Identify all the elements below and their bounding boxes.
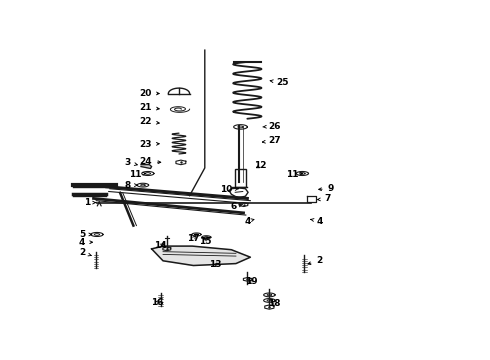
Text: 6: 6 bbox=[231, 202, 243, 211]
Text: 11: 11 bbox=[286, 170, 302, 179]
Text: 12: 12 bbox=[254, 161, 267, 170]
Text: 14: 14 bbox=[154, 241, 167, 250]
Text: 2: 2 bbox=[79, 248, 91, 257]
Text: 8: 8 bbox=[124, 181, 137, 190]
Text: 17: 17 bbox=[187, 234, 200, 243]
Text: 26: 26 bbox=[263, 122, 281, 131]
Text: 1: 1 bbox=[84, 198, 96, 207]
Text: 10: 10 bbox=[220, 185, 238, 194]
Text: 16: 16 bbox=[151, 298, 163, 307]
Text: 21: 21 bbox=[139, 103, 159, 112]
Text: 3: 3 bbox=[124, 158, 137, 167]
Text: 27: 27 bbox=[262, 136, 281, 145]
Text: 20: 20 bbox=[139, 89, 159, 98]
Text: 4: 4 bbox=[311, 217, 323, 226]
Text: 13: 13 bbox=[209, 261, 221, 269]
Text: 11: 11 bbox=[129, 170, 146, 179]
Polygon shape bbox=[141, 165, 151, 168]
Text: 24: 24 bbox=[139, 157, 161, 166]
Text: 25: 25 bbox=[270, 78, 289, 87]
Text: 19: 19 bbox=[245, 277, 257, 286]
Text: 4: 4 bbox=[244, 217, 254, 226]
Text: 4: 4 bbox=[79, 238, 93, 247]
Text: 15: 15 bbox=[198, 237, 211, 246]
Text: 7: 7 bbox=[318, 194, 330, 203]
Text: 2: 2 bbox=[308, 256, 322, 265]
Text: 9: 9 bbox=[318, 184, 334, 193]
Polygon shape bbox=[151, 246, 250, 266]
Text: 18: 18 bbox=[269, 299, 281, 308]
Text: 23: 23 bbox=[139, 140, 159, 149]
Text: 22: 22 bbox=[139, 117, 159, 126]
Text: 5: 5 bbox=[79, 230, 92, 239]
